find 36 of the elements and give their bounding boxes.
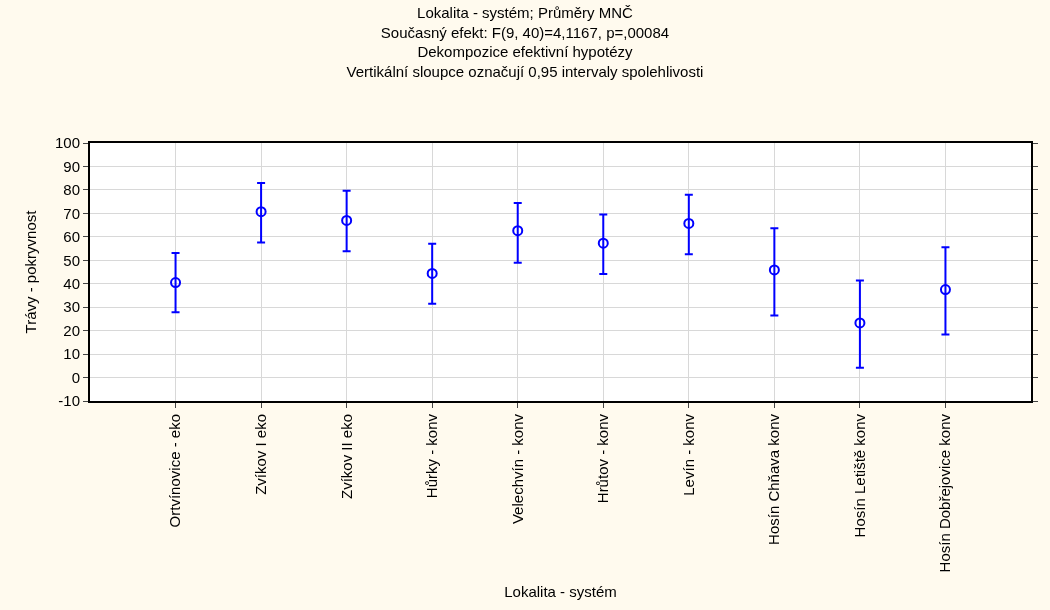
point	[170, 277, 182, 289]
y-tick-label: 10	[63, 345, 80, 363]
y-tick-label: 50	[63, 251, 80, 269]
x-tick-label: Levín - konv	[679, 413, 697, 496]
y-tick-label: 20	[63, 321, 80, 339]
x-tick-label: Hosín Chňava konv	[765, 413, 783, 545]
chart-title: Lokalita - systém; Průměry MNČ	[417, 4, 634, 22]
x-tick-label: Zvíkov II eko	[337, 414, 355, 500]
chart-subtitle: Současný efekt: F(9, 40)=4,1167, p=,00084 Dekompozice efektivní hypotézy Vertikální sloupce označují 0,95 intervaly spolehlivosti	[346, 23, 704, 80]
y-tick-label: 80	[63, 181, 80, 199]
point	[426, 267, 438, 279]
x-tick-label: Ortvínovice - eko	[166, 414, 184, 528]
y-tick-label: 60	[63, 228, 80, 246]
y-tick-label: 70	[63, 204, 80, 222]
x-tick-label: Zvíkov I eko	[251, 414, 269, 495]
x-tick-label: Hosín Letiště konv	[850, 413, 868, 538]
y-tick-label: 40	[63, 274, 80, 292]
y-tick-label: 90	[63, 157, 80, 175]
x-tick-label: Hosín Dobřejovice konv	[936, 413, 954, 573]
x-axis-title: Lokalita - systém	[504, 582, 617, 600]
point	[512, 225, 524, 237]
x-tick-label: Hůrky - konv	[423, 413, 441, 499]
x-tick-label: Velechvín - konv	[508, 413, 526, 525]
point	[341, 214, 353, 226]
y-tick-label: 100	[54, 134, 80, 152]
point	[768, 264, 780, 276]
point	[683, 217, 695, 229]
y-tick-label: -10	[58, 392, 80, 410]
y-tick-label: 30	[63, 298, 80, 316]
point	[255, 206, 267, 218]
y-axis-title: Trávy - pokryvnost	[21, 209, 39, 334]
point	[939, 284, 951, 296]
point	[597, 237, 609, 249]
x-tick-label: Hrůtov - konv	[594, 413, 612, 504]
point	[854, 317, 866, 329]
y-tick-label: 0	[71, 368, 80, 386]
